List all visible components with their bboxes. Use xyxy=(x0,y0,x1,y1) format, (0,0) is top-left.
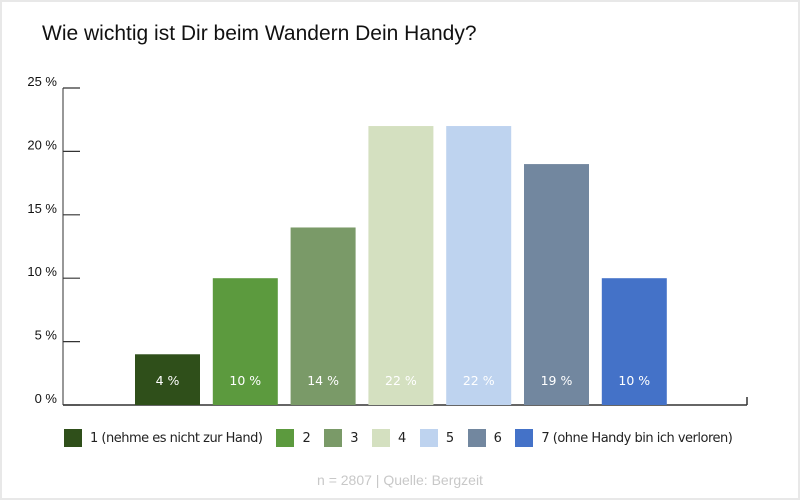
legend-label: 4 xyxy=(398,430,406,446)
data-label: 4 % xyxy=(156,373,180,388)
legend-swatch xyxy=(467,429,486,447)
data-label: 19 % xyxy=(541,373,573,388)
chart-title: Wie wichtig ist Dir beim Wandern Dein Ha… xyxy=(42,22,477,45)
legend-label: 7 (ohne Handy bin ich verloren) xyxy=(541,430,733,446)
legend-swatch xyxy=(372,429,391,447)
bar xyxy=(212,278,278,405)
y-tick-label: 20 % xyxy=(27,137,57,152)
bar xyxy=(446,126,512,405)
y-tick-label: 5 % xyxy=(35,328,58,343)
legend-item: 1 (nehme es nicht zur Hand) xyxy=(64,429,263,447)
legend-swatch xyxy=(324,429,343,447)
bar xyxy=(368,126,434,405)
legend-item: 7 (ohne Handy bin ich verloren) xyxy=(515,429,733,447)
legend-label: 2 xyxy=(302,430,311,446)
legend-swatch xyxy=(419,429,438,447)
legend-label: 1 (nehme es nicht zur Hand) xyxy=(90,430,263,446)
data-label: 10 % xyxy=(618,373,650,388)
legend-item: 6 xyxy=(467,429,502,447)
data-label: 10 % xyxy=(229,373,261,388)
legend-item: 5 xyxy=(419,429,454,447)
bar xyxy=(135,354,200,405)
legend-item: 2 xyxy=(276,429,311,447)
legend-swatch xyxy=(64,429,82,447)
legend-item: 4 xyxy=(372,429,406,447)
legend-label: 5 xyxy=(445,430,454,446)
data-label: 14 % xyxy=(307,373,339,388)
data-label: 22 % xyxy=(385,373,417,388)
y-tick-label: 25 % xyxy=(27,74,57,89)
bar xyxy=(601,278,667,405)
legend-label: 6 xyxy=(493,430,502,446)
legend-label: 3 xyxy=(350,430,359,446)
legend-swatch xyxy=(515,429,534,447)
source-note: n = 2807 | Quelle: Bergzeit xyxy=(317,472,483,488)
legend: 1 (nehme es nicht zur Hand) 2 3 4 5 6 7 (ohne … xyxy=(64,429,746,447)
legend-swatch xyxy=(276,429,295,447)
bar xyxy=(290,227,356,405)
bar xyxy=(524,164,589,405)
y-tick-label: 15 % xyxy=(27,201,57,216)
y-tick-label: 10 % xyxy=(27,264,57,279)
y-tick-label: 0 % xyxy=(35,391,58,406)
data-label: 22 % xyxy=(463,373,495,388)
legend-item: 3 xyxy=(324,429,359,447)
